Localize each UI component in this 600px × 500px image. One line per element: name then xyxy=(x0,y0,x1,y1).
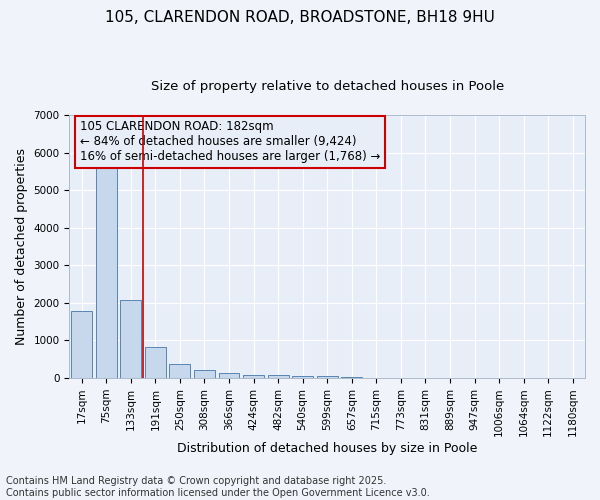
Bar xyxy=(317,376,338,378)
Text: Contains HM Land Registry data © Crown copyright and database right 2025.
Contai: Contains HM Land Registry data © Crown c… xyxy=(6,476,430,498)
Bar xyxy=(169,364,190,378)
Bar xyxy=(145,347,166,378)
Y-axis label: Number of detached properties: Number of detached properties xyxy=(15,148,28,345)
Bar xyxy=(218,374,239,378)
Bar xyxy=(71,311,92,378)
Bar xyxy=(121,300,141,378)
Text: 105, CLARENDON ROAD, BROADSTONE, BH18 9HU: 105, CLARENDON ROAD, BROADSTONE, BH18 9H… xyxy=(105,10,495,25)
Bar xyxy=(268,375,289,378)
Title: Size of property relative to detached houses in Poole: Size of property relative to detached ho… xyxy=(151,80,504,93)
Bar xyxy=(243,375,264,378)
Bar xyxy=(194,370,215,378)
X-axis label: Distribution of detached houses by size in Poole: Distribution of detached houses by size … xyxy=(177,442,478,455)
Bar xyxy=(292,376,313,378)
Text: 105 CLARENDON ROAD: 182sqm
← 84% of detached houses are smaller (9,424)
16% of s: 105 CLARENDON ROAD: 182sqm ← 84% of deta… xyxy=(80,120,380,164)
Bar xyxy=(96,160,116,378)
